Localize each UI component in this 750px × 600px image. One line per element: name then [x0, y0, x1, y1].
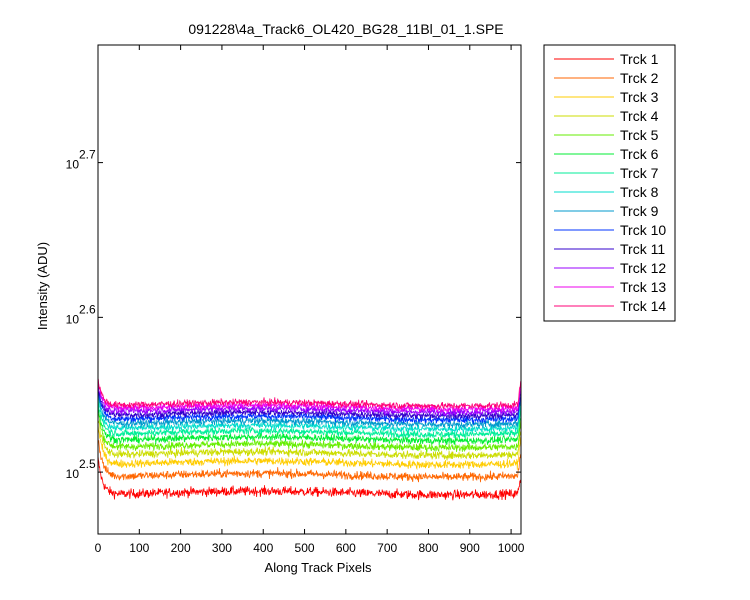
series-line-trck-14 — [98, 378, 521, 410]
legend: Trck 1 Trck 2 Trck 3 Trck 4 Trck 5 Trck 6 Trck… — [543, 44, 676, 322]
legend-label: Trck 14 — [620, 298, 666, 314]
series-line-trck-5 — [98, 410, 521, 453]
series-line-trck-6 — [98, 403, 521, 446]
series-line-trck-9 — [98, 391, 521, 429]
legend-label: Trck 11 — [620, 241, 665, 257]
y-tick-label-base: 10 — [66, 312, 80, 326]
axes-frame — [97, 44, 522, 535]
x-tick-label: 300 — [212, 541, 232, 555]
y-tick-label-exponent: 2.7 — [79, 148, 96, 162]
y-axis-label: Intensity (ADU) — [35, 242, 50, 330]
legend-label: Trck 13 — [620, 279, 666, 295]
legend-label: Trck 9 — [620, 203, 659, 219]
series-line-trck-13 — [98, 380, 521, 414]
x-tick-label: 800 — [418, 541, 438, 555]
y-tick-label-exponent: 2.5 — [79, 457, 96, 471]
x-tick-label: 700 — [377, 541, 397, 555]
x-tick-label: 100 — [129, 541, 149, 555]
plot-area: 0 100 200 300 400 500 600 700 800 900 1000 102.510… — [66, 44, 525, 555]
series-layer — [98, 378, 521, 501]
x-tick-label: 900 — [460, 541, 480, 555]
series-line-trck-2 — [98, 438, 521, 483]
legend-label: Trck 6 — [620, 146, 659, 162]
series-line-trck-1 — [98, 455, 521, 501]
legend-box — [543, 44, 676, 322]
series-line-trck-7 — [98, 399, 521, 440]
x-axis-label: Along Track Pixels — [265, 560, 372, 575]
series-line-trck-12 — [98, 383, 521, 417]
y-tick-label-exponent: 2.6 — [79, 302, 96, 316]
legend-label: Trck 12 — [620, 260, 666, 276]
series-line-trck-3 — [98, 424, 521, 471]
y-tick-label-base: 10 — [66, 158, 80, 172]
chart-title: 091228\4a_Track6_OL420_BG28_11Bl_01_1.SP… — [188, 21, 503, 37]
legend-label: Trck 1 — [620, 51, 659, 67]
series-line-trck-4 — [98, 420, 521, 461]
legend-label: Trck 4 — [620, 108, 659, 124]
series-line-trck-10 — [98, 387, 521, 425]
x-axis-ticks: 0 100 200 300 400 500 600 700 800 900 1000 — [95, 45, 525, 555]
x-tick-label: 400 — [253, 541, 273, 555]
legend-label: Trck 7 — [620, 165, 659, 181]
legend-label: Trck 3 — [620, 89, 659, 105]
series-line-trck-8 — [98, 393, 521, 435]
legend-label: Trck 10 — [620, 222, 666, 238]
x-tick-label: 500 — [295, 541, 315, 555]
x-tick-label: 1000 — [498, 541, 525, 555]
legend-label: Trck 5 — [620, 127, 659, 143]
x-tick-label: 600 — [336, 541, 356, 555]
y-tick-label-base: 10 — [66, 467, 80, 481]
x-tick-label: 0 — [95, 541, 102, 555]
x-tick-label: 200 — [171, 541, 191, 555]
legend-label: Trck 8 — [620, 184, 659, 200]
legend-label: Trck 2 — [620, 70, 659, 86]
